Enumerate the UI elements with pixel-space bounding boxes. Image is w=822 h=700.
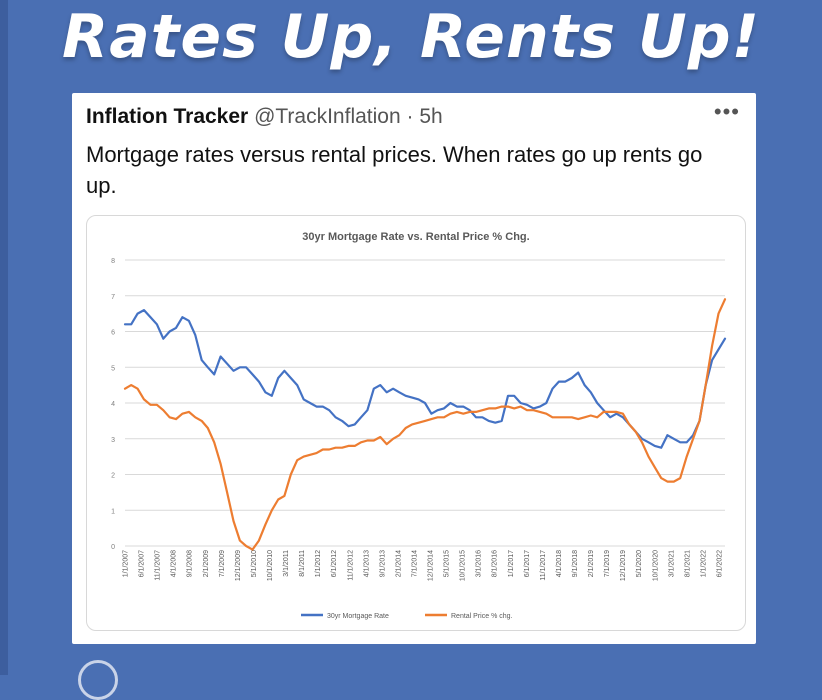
x-tick-label: 4/1/2008 <box>171 550 178 577</box>
x-tick-label: 3/1/2016 <box>476 550 483 577</box>
x-tick-label: 6/1/2022 <box>717 550 724 577</box>
x-tick-label: 1/1/2017 <box>508 550 515 577</box>
y-tick-label: 5 <box>111 365 115 372</box>
x-tick-label: 6/1/2012 <box>331 550 338 577</box>
x-tick-label: 6/1/2017 <box>524 550 531 577</box>
x-tick-label: 5/1/2015 <box>444 550 451 577</box>
x-tick-label: 6/1/2007 <box>139 550 146 577</box>
x-tick-label: 11/1/2012 <box>347 550 354 581</box>
y-tick-label: 2 <box>111 473 115 480</box>
x-tick-label: 7/1/2009 <box>219 550 226 577</box>
chart-svg: 30yr Mortgage Rate vs. Rental Price % Ch… <box>111 231 727 620</box>
y-tick-label: 6 <box>111 330 115 337</box>
x-tick-labels: 1/1/2007 6/1/2007 11/1/2007 4/1/2008 9/1/200… <box>123 550 724 581</box>
x-tick-label: 7/1/2019 <box>604 550 611 577</box>
y-tick-label: 7 <box>111 294 115 301</box>
frame-edge <box>0 0 8 675</box>
x-tick-label: 12/1/2009 <box>235 550 242 581</box>
x-tick-label: 1/1/2007 <box>123 550 130 577</box>
author-handle[interactable]: @TrackInflation <box>254 105 401 128</box>
y-tick-label: 4 <box>111 401 115 408</box>
x-tick-label: 10/1/2020 <box>652 550 659 581</box>
x-tick-label: 11/1/2007 <box>155 550 162 581</box>
dot-separator: · <box>406 105 414 128</box>
x-tick-label: 9/1/2018 <box>572 550 579 577</box>
legend-label: 30yr Mortgage Rate <box>327 613 389 620</box>
x-tick-label: 8/1/2021 <box>684 550 691 577</box>
x-tick-label: 9/1/2008 <box>187 550 194 577</box>
x-tick-label: 8/1/2016 <box>492 550 499 577</box>
tweet-card[interactable]: Inflation Tracker @TrackInflation · 5h •… <box>72 93 756 644</box>
chart-image: 30yr Mortgage Rate vs. Rental Price % Ch… <box>86 215 746 631</box>
x-tick-label: 4/1/2013 <box>363 550 370 577</box>
y-tick-labels: 0 1 2 3 4 5 6 7 8 <box>111 258 115 551</box>
series-layer <box>123 298 727 551</box>
x-tick-label: 5/1/2020 <box>636 550 643 577</box>
more-options-icon[interactable]: ••• <box>713 99 740 124</box>
x-tick-label: 1/1/2012 <box>315 550 322 577</box>
x-tick-label: 12/1/2019 <box>620 550 627 581</box>
x-tick-label: 2/1/2019 <box>588 550 595 577</box>
y-tick-label: 1 <box>111 508 115 515</box>
tweet-text: Mortgage rates versus rental prices. Whe… <box>86 142 703 198</box>
author-name[interactable]: Inflation Tracker <box>86 105 249 128</box>
y-tick-label: 3 <box>111 437 115 444</box>
y-tick-label: 8 <box>111 258 115 265</box>
legend-label: Rental Price % chg. <box>451 613 513 620</box>
x-tick-label: 7/1/2014 <box>411 550 418 577</box>
tweet-header: Inflation Tracker @TrackInflation · 5h <box>86 105 443 129</box>
chart-title: 30yr Mortgage Rate vs. Rental Price % Ch… <box>302 231 529 243</box>
series-line <box>123 308 727 449</box>
headline: Rates Up, Rents Up! <box>62 2 760 72</box>
x-tick-label: 3/1/2021 <box>668 550 675 577</box>
x-tick-label: 11/1/2017 <box>540 550 547 581</box>
y-tick-label: 0 <box>111 544 115 551</box>
x-tick-label: 10/1/2010 <box>267 550 274 581</box>
tweet-time[interactable]: 5h <box>419 105 443 128</box>
x-tick-label: 2/1/2014 <box>395 550 402 577</box>
avatar-partial <box>78 660 118 700</box>
series-line <box>123 298 727 551</box>
x-tick-label: 2/1/2009 <box>203 550 210 577</box>
x-tick-label: 10/1/2015 <box>460 550 467 581</box>
x-tick-label: 8/1/2011 <box>299 550 306 577</box>
x-tick-label: 5/1/2010 <box>251 550 258 577</box>
x-tick-label: 9/1/2013 <box>379 550 386 577</box>
x-tick-label: 3/1/2011 <box>283 550 290 577</box>
legend: 30yr Mortgage Rate Rental Price % chg. <box>301 613 513 620</box>
x-tick-label: 4/1/2018 <box>556 550 563 577</box>
x-tick-label: 12/1/2014 <box>428 550 435 581</box>
x-tick-label: 1/1/2022 <box>700 550 707 577</box>
